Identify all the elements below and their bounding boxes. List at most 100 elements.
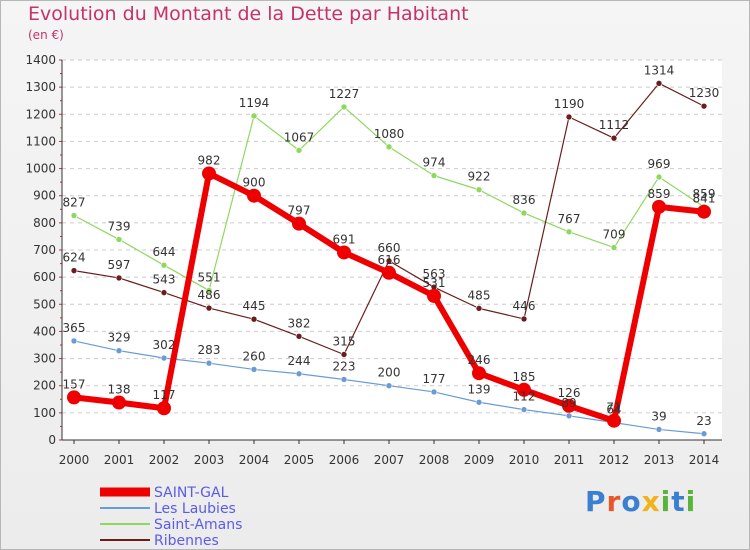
legend-label: Saint-Amans	[154, 517, 242, 533]
data-label: 315	[333, 335, 356, 349]
x-tick-label: 2013	[644, 453, 675, 467]
data-point	[475, 305, 483, 312]
data-point	[205, 359, 213, 367]
data-label: 551	[198, 270, 221, 284]
data-point	[115, 274, 123, 282]
y-tick-label: 1200	[25, 107, 56, 121]
x-tick-label: 2007	[374, 453, 405, 467]
data-label: 900	[243, 176, 266, 190]
y-tick-label: 700	[33, 243, 56, 257]
data-point	[157, 401, 171, 416]
data-point	[385, 382, 393, 390]
data-label: 485	[468, 288, 491, 302]
data-label: 739	[108, 219, 131, 233]
chart-title: Evolution du Montant de la Dette par Hab…	[28, 3, 469, 25]
x-tick-label: 2000	[59, 453, 90, 467]
data-label: 157	[63, 377, 86, 391]
data-point	[427, 288, 441, 303]
data-label: 200	[378, 366, 401, 380]
proxiti-logo: Proxiti	[585, 485, 697, 518]
data-point	[112, 395, 126, 410]
data-point	[520, 315, 528, 323]
data-label: 1080	[374, 127, 405, 141]
data-label: 89	[561, 396, 576, 410]
data-label: 126	[558, 386, 581, 400]
data-point	[430, 172, 438, 179]
data-point	[340, 351, 348, 358]
legend-label: SAINT-GAL	[154, 485, 229, 501]
data-label: 709	[603, 228, 626, 242]
data-label: 445	[243, 299, 266, 313]
data-point	[337, 245, 351, 260]
data-point	[655, 426, 663, 433]
data-label: 841	[693, 192, 716, 206]
x-tick-label: 2010	[509, 453, 540, 467]
data-point	[517, 382, 531, 397]
data-label: 185	[513, 370, 536, 384]
data-label: 969	[648, 157, 671, 171]
data-point	[295, 147, 303, 154]
data-label: 543	[153, 273, 176, 287]
x-tick-label: 2014	[689, 453, 720, 467]
data-point	[475, 186, 483, 194]
data-label: 244	[288, 354, 311, 368]
legend-label: Ribennes	[154, 533, 219, 549]
y-tick-label: 200	[33, 379, 56, 393]
x-tick-label: 2012	[599, 453, 630, 467]
legend-label: Les Laubies	[154, 501, 236, 517]
x-tick-label: 2003	[194, 453, 225, 467]
data-point	[70, 337, 78, 345]
data-label: 112	[513, 390, 536, 404]
data-label: 64	[606, 403, 621, 417]
data-label: 486	[198, 288, 221, 302]
data-label: 859	[693, 187, 716, 201]
data-label: 246	[468, 353, 491, 367]
x-tick-label: 2006	[329, 453, 360, 467]
data-point	[67, 390, 81, 405]
y-tick-label: 100	[33, 406, 56, 420]
data-point	[115, 236, 123, 243]
x-tick-label: 2005	[284, 453, 315, 467]
data-label: 982	[198, 153, 221, 167]
data-label: 767	[558, 212, 581, 226]
data-point	[70, 267, 78, 274]
y-tick-label: 1400	[25, 53, 56, 67]
data-label: 691	[333, 232, 356, 246]
data-point	[520, 209, 528, 217]
data-label: 139	[468, 382, 491, 396]
y-tick-label: 900	[33, 189, 56, 203]
data-point	[295, 333, 303, 340]
data-label: 974	[423, 156, 446, 170]
data-label: 382	[288, 316, 311, 330]
data-point	[115, 347, 123, 355]
data-point	[340, 376, 348, 383]
data-label: 177	[423, 372, 446, 386]
data-point	[610, 134, 618, 142]
chart-subtitle: (en €)	[28, 28, 64, 42]
y-tick-label: 1300	[25, 80, 56, 94]
data-point	[610, 244, 618, 251]
data-label: 563	[423, 267, 446, 281]
data-point	[565, 113, 573, 121]
y-tick-label: 300	[33, 352, 56, 366]
data-point	[160, 289, 168, 296]
data-label: 1314	[644, 63, 675, 77]
data-label: 1227	[329, 87, 360, 101]
x-tick-label: 2008	[419, 453, 450, 467]
data-point	[562, 398, 576, 413]
data-point	[607, 413, 621, 428]
data-point	[700, 430, 708, 438]
data-label: 1112	[599, 118, 630, 132]
data-label: 660	[378, 241, 401, 255]
y-tick-label: 1000	[25, 162, 56, 176]
data-point	[70, 212, 78, 219]
data-label: 71	[606, 401, 621, 415]
data-label: 1190	[554, 97, 585, 111]
data-label: 624	[63, 251, 86, 265]
data-point	[250, 366, 258, 373]
data-point	[160, 261, 168, 269]
data-label: 922	[468, 170, 491, 184]
data-label: 859	[648, 187, 671, 201]
data-label: 223	[333, 359, 356, 373]
